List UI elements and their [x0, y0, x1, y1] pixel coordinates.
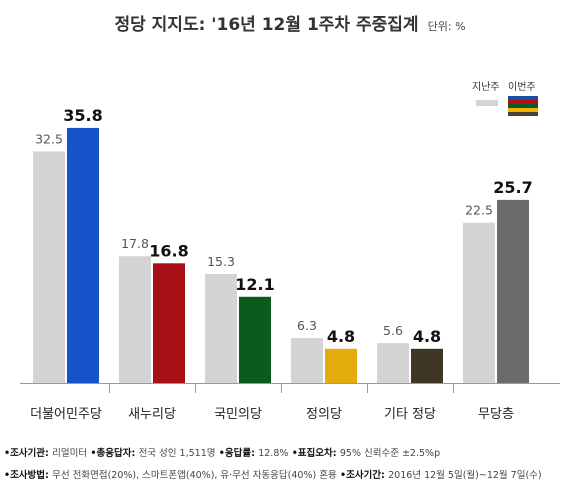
category-label: 정의당 [306, 407, 342, 422]
legend-prev-swatch [476, 100, 498, 106]
footer-line-2: •조사방법: 무선 전화면접(20%), 스마트폰앱(40%), 유·무선 자동… [4, 467, 542, 481]
legend: 지난주 이번주 [470, 78, 576, 138]
chart-title: 정당 지지도: '16년 12월 1주차 주중집계 [114, 15, 419, 35]
unit-label: 단위: % [427, 20, 466, 33]
bar-current [325, 348, 357, 383]
value-label-current: 25.7 [493, 178, 532, 197]
footer-key: •조사방법: [4, 470, 53, 481]
value-label-prev: 15.3 [207, 254, 235, 269]
category-label: 새누리당 [128, 407, 176, 422]
bar-current [497, 199, 529, 383]
bar-current [411, 348, 443, 383]
bar-chart: 32.535.8 더불어민주당 17.8 16.8 새누리당 15.312.1 국민의당 6.… [20, 106, 560, 422]
legend-stripe [508, 96, 538, 100]
legend-curr-swatch [508, 96, 538, 116]
bar-prev [33, 151, 65, 383]
value-label-current: 4.8 [413, 327, 441, 346]
category-label: 더불어민주당 [30, 407, 102, 422]
bar-current [239, 296, 271, 383]
footer-key: •응답률: [215, 448, 259, 459]
bar-prev [377, 343, 409, 383]
value-label-current: 4.8 [327, 327, 355, 346]
legend-stripe [508, 108, 538, 112]
category-label: 기타 정당 [384, 407, 436, 422]
value-label-current: 12.1 [235, 275, 274, 294]
legend-curr-label: 이번주 [508, 82, 536, 93]
bar-current [153, 263, 185, 383]
category-label: 무당층 [478, 407, 514, 422]
legend-prev-label: 지난주 [472, 82, 500, 93]
chart-title-row: 정당 지지도: '16년 12월 1주차 주중집계 단위: % [0, 10, 580, 35]
footer-value: 리얼미터 [52, 448, 88, 459]
bar-current [67, 127, 99, 383]
value-label-current: 16.8 [149, 241, 188, 260]
footer-line-1: •조사기관: 리얼미터 •총응답자: 전국 성인 1,511명 •응답률: 12… [4, 445, 440, 459]
bar-prev [119, 256, 151, 383]
footer-key: •조사기관: [4, 448, 53, 459]
value-label-prev: 17.8 [121, 236, 149, 251]
legend-stripe [508, 100, 538, 104]
value-label-prev: 32.5 [35, 131, 63, 146]
footer-value: 무선 전화면접(20%), 스마트폰앱(40%), 유·무선 자동응답(40%)… [52, 470, 337, 481]
footer-value: 전국 성인 1,511명 [138, 448, 216, 459]
footer-value: 95% 신뢰수준 ±2.5%p [339, 448, 441, 459]
legend-stripe [508, 104, 538, 108]
footer-value: 2016년 12월 5일(월)~12월 7일(수) [388, 470, 542, 481]
value-label-prev: 5.6 [383, 323, 403, 338]
footer-key: •표집오차: [288, 448, 340, 459]
bar-prev [205, 273, 237, 383]
value-label-prev: 22.5 [465, 203, 493, 218]
bar-prev [291, 338, 323, 383]
value-label-current: 35.8 [63, 106, 102, 125]
value-label-prev: 6.3 [297, 318, 317, 333]
footer-key: •총응답자: [87, 448, 139, 459]
legend-stripe [508, 112, 538, 116]
bar-prev [463, 222, 495, 383]
category-label: 국민의당 [214, 407, 262, 422]
footer-key: •조사기간: [336, 470, 389, 481]
footer-value: 12.8% [258, 448, 289, 459]
